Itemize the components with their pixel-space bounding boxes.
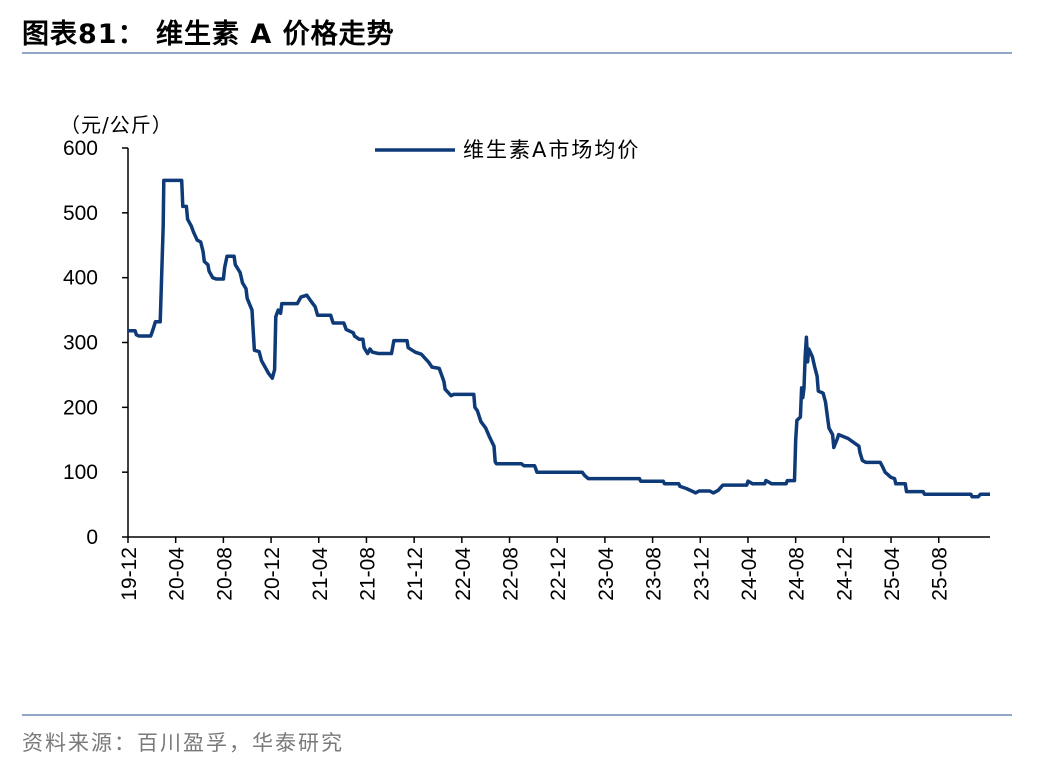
x-tick-label: 24-08 (786, 547, 809, 601)
x-tick-label: 21-08 (356, 547, 379, 601)
legend-label: 维生素A市场均价 (463, 138, 640, 162)
x-tick-label: 23-08 (643, 547, 666, 601)
legend: 维生素A市场均价 (375, 138, 640, 162)
x-tick-label: 22-08 (500, 547, 523, 601)
x-tick-label: 21-12 (404, 547, 427, 601)
y-tick-label: 0 (86, 526, 98, 549)
x-tick-label: 22-04 (452, 547, 475, 601)
footer-divider (22, 714, 1012, 716)
x-tick-label: 23-12 (690, 547, 713, 601)
y-axis-unit-label: （元/公斤） (60, 113, 173, 137)
x-axis-ticks: 19-12 20-04 20-08 20-12 21-04 21-08 21-12 22-04… (118, 537, 952, 601)
y-axis-ticks: 0 100 200 300 400 500 600 (63, 137, 128, 549)
y-tick-label: 200 (63, 396, 98, 419)
x-tick-label: 23-04 (595, 547, 618, 601)
x-tick-label: 20-12 (261, 547, 284, 601)
x-tick-label: 20-04 (166, 547, 189, 601)
x-tick-label: 22-12 (547, 547, 570, 601)
source-note: 资料来源：百川盈孚，华泰研究 (22, 731, 344, 755)
x-tick-label: 24-12 (833, 547, 856, 601)
x-tick-label: 24-04 (738, 547, 761, 601)
x-tick-label: 25-04 (881, 547, 904, 601)
title-divider (22, 52, 1012, 54)
y-tick-label: 500 (63, 202, 98, 225)
figure-title: 图表81： 维生素 A 价格走势 (22, 19, 395, 50)
x-tick-label: 25-08 (929, 547, 952, 601)
y-tick-label: 100 (63, 461, 98, 484)
series-line-vitamin-a-price (128, 178, 990, 499)
y-tick-label: 300 (63, 332, 98, 355)
x-tick-label: 19-12 (118, 547, 141, 601)
x-tick-label: 20-08 (213, 547, 236, 601)
y-tick-label: 600 (63, 137, 98, 160)
line-chart: （元/公斤） 0 100 200 300 400 500 600 19-12 20-04 20-… (60, 113, 990, 601)
x-tick-label: 21-04 (309, 547, 332, 601)
y-tick-label: 400 (63, 267, 98, 290)
